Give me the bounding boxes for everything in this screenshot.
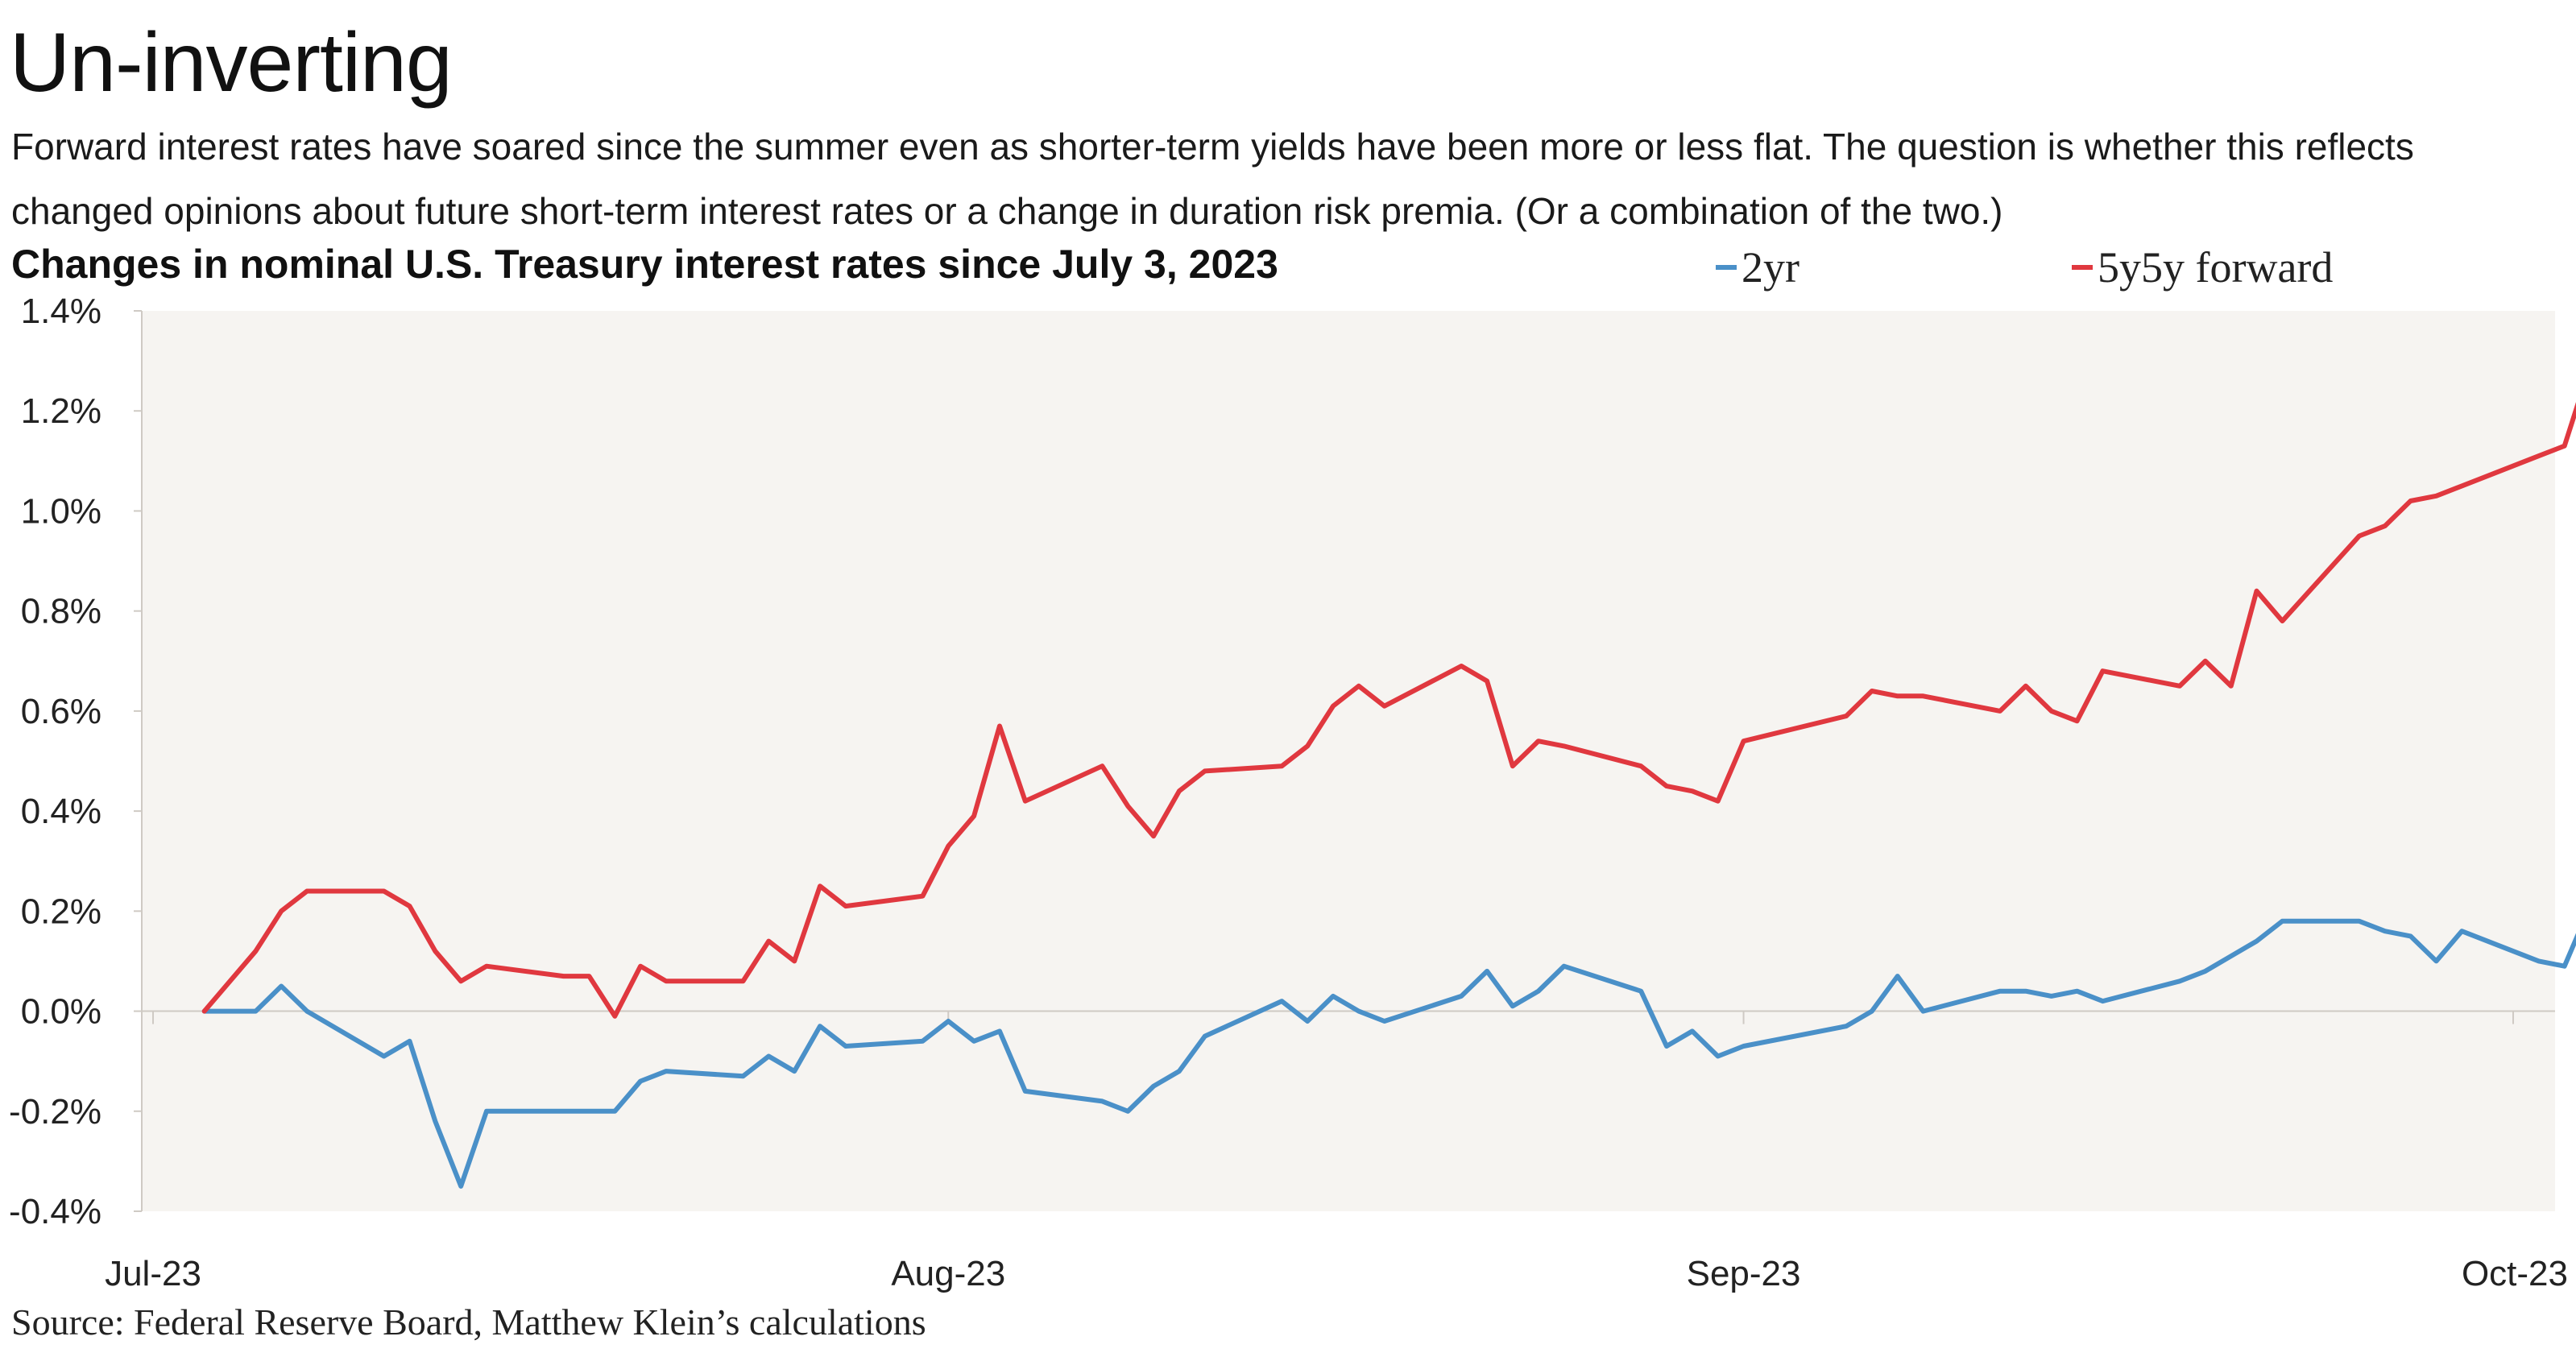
y-tick-label: 0.2% (21, 892, 101, 931)
series-line-5y5y-forward (201, 402, 2576, 1019)
page-title: Un-inverting (10, 16, 453, 110)
x-tick-label: Jul-23 (105, 1254, 201, 1293)
legend-item-5y5y: 5y5y forward (2072, 242, 2333, 293)
y-tick-label: 1.0% (21, 491, 101, 531)
series-line-2yr (201, 918, 2576, 1189)
x-tick-label: Sep-23 (1687, 1254, 1801, 1293)
page-subtitle: Forward interest rates have soared since… (11, 126, 2414, 232)
x-tick-label: Oct-23 (2462, 1254, 2568, 1293)
y-tick-label: -0.2% (9, 1092, 101, 1132)
y-tick-label: 0.0% (21, 992, 101, 1032)
series-group (201, 402, 2576, 1189)
y-tick-label: -0.4% (9, 1192, 101, 1231)
y-tick-label: 0.8% (21, 592, 101, 631)
x-tick-label: Aug-23 (891, 1254, 1005, 1293)
y-tick-label: 0.4% (21, 792, 101, 831)
y-axis-ticks: 1.4% 1.2% 1.0% 0.8% 0.6% 0.4% 0.2% 0.0% -0.2% -0.… (9, 292, 142, 1231)
y-tick-label: 1.2% (21, 391, 101, 431)
y-tick-label: 1.4% (21, 292, 101, 331)
legend-swatch-2yr (1716, 265, 1737, 270)
plot-area (142, 311, 2555, 1211)
y-tick-label: 0.6% (21, 692, 101, 731)
legend-label-2yr: 2yr (1741, 243, 1799, 292)
legend-label-5y5y: 5y5y forward (2098, 243, 2334, 292)
source-note: Source: Federal Reserve Board, Matthew K… (11, 1301, 926, 1343)
legend-item-2yr: 2yr (1716, 242, 1799, 293)
chart-title: Changes in nominal U.S. Treasury interes… (11, 242, 1278, 287)
x-axis-ticks: Jul-23 Aug-23 Sep-23 Oct-23 (105, 1011, 2568, 1293)
legend-swatch-5y5y (2072, 265, 2093, 270)
